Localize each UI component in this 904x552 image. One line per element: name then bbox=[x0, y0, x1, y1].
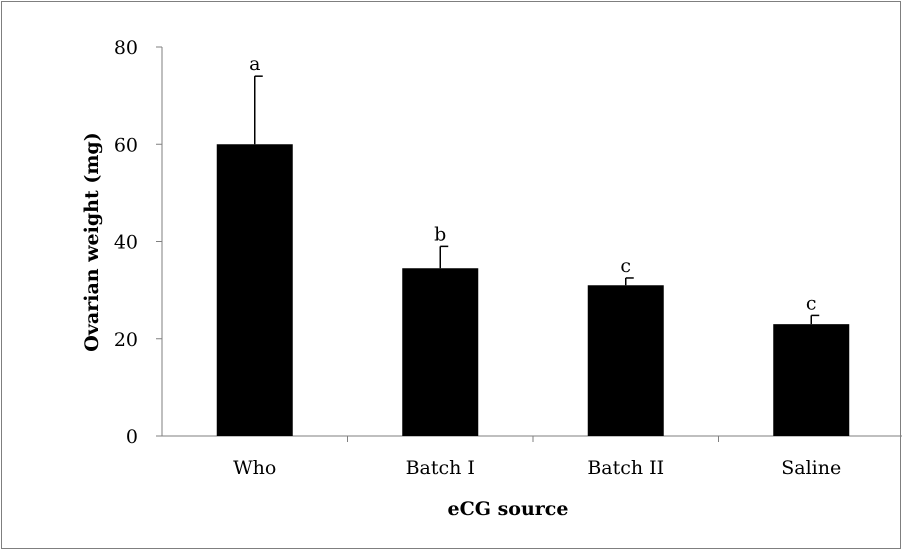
significance-label: c bbox=[806, 292, 817, 314]
x-tick-label: Saline bbox=[781, 457, 841, 479]
y-tick-label: 0 bbox=[126, 426, 138, 448]
significance-label: b bbox=[434, 223, 446, 245]
y-tick-label: 80 bbox=[114, 37, 138, 59]
x-axis-title: eCG source bbox=[448, 498, 569, 520]
chart-marks: a Who b Batch I c Batch II c Saline bbox=[216, 53, 850, 479]
x-tick-label: Who bbox=[233, 457, 276, 479]
y-axis-title: Ovarian weight (mg) bbox=[81, 132, 103, 351]
significance-label: c bbox=[620, 255, 631, 277]
y-tick-label: 60 bbox=[114, 134, 138, 156]
bar bbox=[587, 285, 664, 436]
bar bbox=[402, 268, 479, 436]
x-tick-label: Batch II bbox=[587, 457, 664, 479]
bar bbox=[773, 324, 850, 436]
bar bbox=[216, 144, 293, 436]
y-tick-label: 40 bbox=[114, 232, 138, 254]
y-tick-label: 20 bbox=[114, 329, 138, 351]
significance-label: a bbox=[249, 53, 260, 75]
x-tick-label: Batch I bbox=[406, 457, 475, 479]
